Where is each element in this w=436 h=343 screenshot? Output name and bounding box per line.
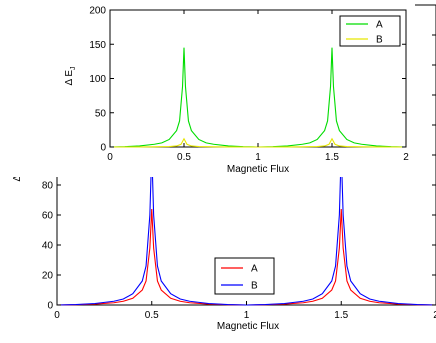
main-y-tick-label: 80	[42, 181, 54, 192]
main-legend-label-a: A	[251, 264, 258, 275]
inset-legend: AB	[339, 15, 401, 47]
main-y-tick-label: 60	[42, 211, 54, 222]
inset-y-ticks: 0 50 100 150 200	[89, 6, 406, 154]
main-x-tick-label: 0	[54, 310, 60, 321]
inset-y-tick-label: 0	[100, 143, 106, 154]
main-legend: AB	[214, 257, 275, 295]
main-x-tick-label: 2	[433, 310, 436, 321]
inset-y-tick-label: 200	[89, 6, 106, 17]
inset-y-axis-label: Δ EJ	[64, 66, 77, 85]
main-y-tick-label: 20	[42, 271, 54, 282]
inset-legend-label-b: B	[376, 35, 383, 46]
inset-x-tick-label: 1.5	[325, 152, 339, 163]
main-legend-label-b: B	[251, 281, 258, 292]
main-x-tick-label: 0.5	[145, 310, 159, 321]
inset-x-tick-label: 2	[403, 152, 409, 163]
inset-y-tick-label: 100	[89, 74, 106, 85]
inset-x-tick-label: 0	[107, 152, 113, 163]
inset-legend-box	[339, 15, 401, 47]
inset-x-axis-label: Magnetic Flux	[227, 164, 289, 175]
inset-legend-label-a: A	[376, 20, 383, 31]
inset-x-tick-label: 1	[255, 152, 261, 163]
main-y-tick-label: 0	[47, 301, 53, 312]
inset-x-ticks: 0 0.5 1 1.5 2	[107, 10, 409, 163]
inset-x-tick-label: 0.5	[177, 152, 191, 163]
main-x-axis-label: Magnetic Flux	[217, 321, 279, 332]
inset-y-tick-label: 150	[89, 40, 106, 51]
main-y-tick-label: 40	[42, 241, 54, 252]
inset-plot: 0 50 100 150 200 0 0.5 1 1.5 2 Magnetic Flux Δ E…	[0, 0, 415, 177]
main-x-tick-label: 1.5	[334, 310, 348, 321]
main-x-tick-label: 1	[244, 310, 250, 321]
inset-y-tick-label: 50	[95, 108, 107, 119]
main-legend-box	[214, 257, 275, 295]
